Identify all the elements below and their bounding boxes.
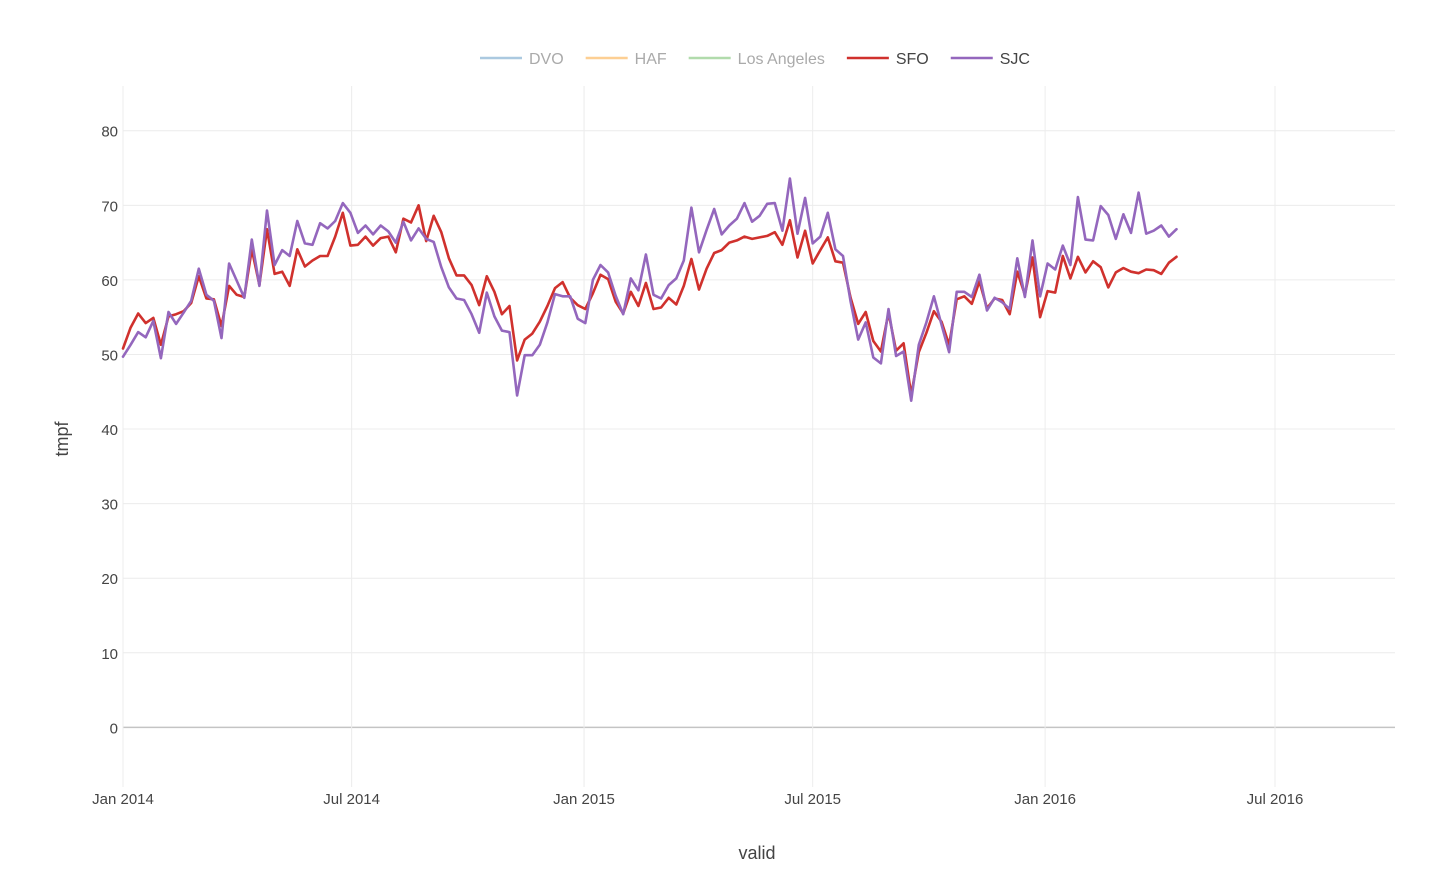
legend-label: HAF [635,51,667,68]
grid-layer [122,86,1395,787]
legend-item-sfo[interactable]: SFO [846,51,929,68]
y-tick-label: 0 [110,720,118,737]
legend: DVO HAF Los Angeles SFO SJC [480,51,1030,68]
x-tick-label: Jul 2014 [323,791,380,808]
y-tick-label: 20 [101,571,118,588]
y-tick-label: 80 [101,124,118,141]
x-tick-label: Jul 2015 [784,791,841,808]
y-tick-label: 30 [101,497,118,514]
y-tick-label: 70 [101,198,118,215]
legend-label: SFO [896,51,929,68]
y-tick-label: 50 [101,347,118,364]
legend-item-haf[interactable]: HAF [585,51,667,68]
legend-item-sjc[interactable]: SJC [950,51,1030,68]
legend-label: SJC [1000,51,1030,68]
x-tick-label: Jul 2016 [1247,791,1304,808]
legend-label: DVO [529,51,564,68]
legend-item-dvo[interactable]: DVO [480,51,564,68]
legend-label: Los Angeles [738,51,825,68]
x-axis-title: valid [738,843,775,863]
x-tick-label: Jan 2015 [553,791,615,808]
series-line-sfo [121,204,1178,397]
y-tick-label: 10 [101,646,118,663]
series-line-sjc [121,177,1178,403]
y-tick-label: 60 [101,273,118,290]
y-axis-title: tmpf [52,421,72,457]
series-layer [121,177,1178,403]
axis-layer: valid tmpf 0 10 20 30 40 50 60 70 80 Jan 2014 Jul … [52,124,1303,863]
y-tick-label: 40 [101,422,118,439]
x-tick-label: Jan 2016 [1014,791,1076,808]
legend-item-los-angeles[interactable]: Los Angeles [688,51,825,68]
x-tick-label: Jan 2014 [92,791,154,808]
